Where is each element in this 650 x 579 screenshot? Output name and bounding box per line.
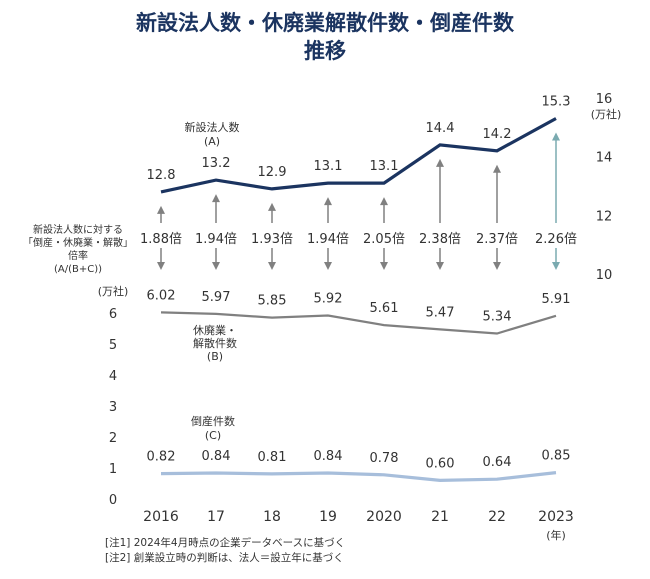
ratio-arrowhead-up	[380, 197, 388, 206]
ratio-arrowhead-down	[324, 262, 332, 270]
x-tick-label: 2020	[366, 509, 402, 525]
ratio-label: 1.94倍	[195, 232, 237, 247]
data-label-closures: 5.97	[202, 290, 231, 305]
data-label-bankrupt: 0.85	[542, 449, 571, 464]
series-name-new-corp: (A)	[204, 135, 220, 148]
data-label-closures: 5.85	[258, 294, 287, 309]
left-axis-tick: 0	[109, 493, 117, 508]
data-label-new-corp: 12.9	[258, 165, 287, 180]
footnote-1: [注1] 2024年4月時点の企業データベースに基づく	[105, 537, 346, 549]
left-axis-tick: 2	[109, 431, 117, 446]
ratio-arrowhead-up	[436, 158, 444, 167]
data-label-closures: 5.61	[370, 301, 399, 316]
data-label-new-corp: 15.3	[542, 95, 571, 110]
data-label-bankrupt: 0.78	[370, 451, 399, 466]
left-axis-tick: 6	[109, 307, 117, 322]
x-tick-label: 17	[207, 509, 225, 525]
footnote-2: [注2] 創業設立時の判断は、法人＝設立年に基づく	[105, 552, 344, 564]
ratio-arrowhead-up	[212, 194, 220, 203]
ratio-arrowhead-down	[268, 262, 276, 270]
right-axis-tick: 14	[596, 151, 613, 166]
data-label-closures: 5.34	[483, 309, 512, 324]
series-name-closures: 解散件数	[193, 336, 237, 350]
right-axis-tick: 12	[596, 209, 613, 224]
data-label-bankrupt: 0.60	[426, 456, 455, 471]
ratio-legend-label: 「倒産・休廃業・解散」	[23, 236, 133, 249]
data-label-bankrupt: 0.82	[147, 450, 176, 465]
data-label-closures: 5.92	[314, 291, 343, 306]
ratio-label: 1.94倍	[307, 232, 349, 247]
x-tick-label: 18	[263, 509, 281, 525]
data-label-bankrupt: 0.84	[314, 449, 343, 464]
series-name-bankrupt: 倒産件数	[191, 415, 235, 428]
data-label-bankrupt: 0.64	[483, 455, 512, 470]
data-label-new-corp: 13.2	[202, 156, 231, 171]
x-tick-label: 22	[488, 509, 506, 525]
ratio-arrowhead-down	[436, 262, 444, 270]
chart-title-line2: 推移	[304, 39, 346, 63]
data-label-new-corp: 12.8	[147, 168, 176, 183]
ratio-label: 1.88倍	[140, 232, 182, 247]
data-label-new-corp: 14.2	[483, 127, 512, 142]
left-axis-tick: 3	[109, 400, 117, 415]
ratio-label: 1.93倍	[251, 232, 293, 247]
data-label-new-corp: 13.1	[314, 159, 343, 174]
series-name-closures: 休廃業・	[193, 323, 237, 337]
ratio-arrowhead-down	[493, 262, 501, 270]
left-axis-tick: 5	[109, 338, 117, 353]
data-label-closures: 5.91	[542, 292, 571, 307]
data-label-closures: 6.02	[147, 288, 176, 303]
ratio-label: 2.05倍	[363, 232, 405, 247]
data-label-new-corp: 14.4	[426, 121, 455, 136]
ratio-arrowhead-down	[212, 262, 220, 270]
ratio-arrowhead-up	[268, 202, 276, 211]
x-axis-unit: (年)	[546, 528, 566, 542]
x-tick-label: 2023	[538, 509, 574, 525]
series-name-bankrupt: (C)	[205, 429, 221, 442]
series-line-closures	[160, 311, 557, 335]
series-line-bankrupt	[160, 471, 557, 483]
right-axis-unit: (万社)	[591, 107, 622, 121]
ratio-arrowhead-up	[157, 205, 165, 214]
right-axis-tick: 16	[596, 92, 613, 107]
ratio-arrowhead-down	[380, 262, 388, 270]
footnotes: [注1] 2024年4月時点の企業データベースに基づく [注2] 創業設立時の判…	[105, 536, 345, 566]
series-name-closures: (B)	[207, 350, 223, 363]
x-tick-label: 2016	[143, 509, 179, 525]
right-axis-tick: 10	[596, 268, 613, 283]
left-axis-tick: 4	[109, 369, 117, 384]
x-tick-label: 19	[319, 509, 337, 525]
ratio-arrowhead-down	[552, 262, 560, 270]
data-label-closures: 5.47	[426, 305, 455, 320]
data-label-bankrupt: 0.84	[202, 449, 231, 464]
chart-title-line1: 新設法人数・休廃業解散件数・倒産件数	[136, 11, 514, 35]
ratio-legend-label: 倍率	[68, 249, 88, 262]
data-label-new-corp: 13.1	[370, 159, 399, 174]
ratio-arrowhead-up	[493, 164, 501, 173]
ratio-arrowhead-up	[324, 197, 332, 206]
ratio-legend-label: 新設法人数に対する	[33, 223, 123, 236]
left-axis-unit: (万社)	[98, 284, 129, 298]
series-name-new-corp: 新設法人数	[185, 120, 240, 134]
series-line-new-corp	[160, 117, 557, 194]
ratio-arrowhead-down	[157, 262, 165, 270]
data-label-bankrupt: 0.81	[258, 450, 287, 465]
ratio-label: 2.38倍	[419, 232, 461, 247]
ratio-label: 2.37倍	[476, 232, 518, 247]
ratio-arrowhead-up	[552, 132, 560, 141]
ratio-label: 2.26倍	[535, 232, 577, 247]
left-axis-tick: 1	[109, 462, 117, 477]
ratio-legend-label: (A/(B+C))	[54, 264, 102, 275]
x-tick-label: 21	[431, 509, 449, 525]
